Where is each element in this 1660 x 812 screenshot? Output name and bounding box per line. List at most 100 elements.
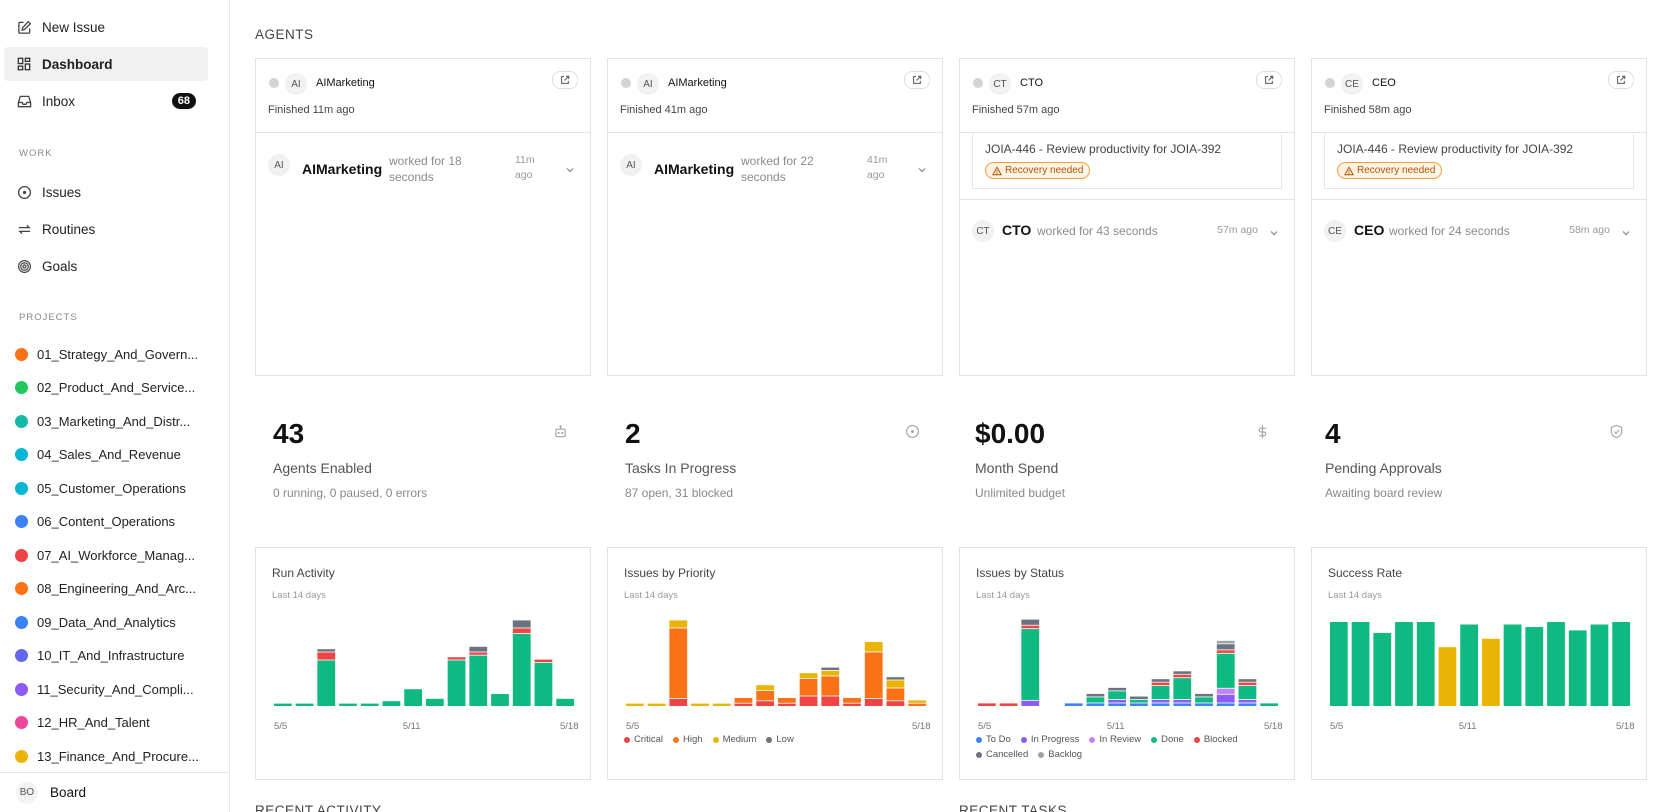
project-name: 05_Customer_Operations (37, 480, 186, 496)
recovery-badge: Recovery needed (985, 162, 1091, 179)
sidebar-item-dashboard[interactable]: Dashboard (4, 47, 208, 81)
chart-subtitle: Last 14 days (1328, 590, 1382, 601)
chart-legend: To Do In Progress In Review Done Blocked Canc… (976, 734, 1276, 760)
stat-label: Agents Enabled (273, 460, 372, 476)
bar-segment (821, 676, 840, 696)
bar-segment (1173, 674, 1192, 678)
run-row[interactable]: CT CTO worked for 43 seconds 57m ago (960, 200, 1294, 262)
project-color-dot (15, 649, 28, 662)
project-color-dot (15, 548, 28, 562)
sidebar-item-issues[interactable]: Issues (4, 175, 208, 209)
bar-segment (469, 646, 488, 652)
open-external-button[interactable] (552, 71, 578, 89)
project-name: 07_AI_Workforce_Manag... (37, 547, 196, 563)
legend-label: Low (776, 734, 794, 745)
bar-segment (1086, 693, 1105, 697)
chevron-down-icon[interactable] (1269, 225, 1279, 236)
run-time: 57m ago (1217, 224, 1258, 236)
bar-segment (799, 678, 818, 696)
run-row[interactable]: AI AIMarketing worked for 18 seconds 11m ag… (256, 133, 590, 203)
project-item[interactable]: 04_Sales_And_Revenue (15, 440, 215, 470)
project-name: 03_Marketing_And_Distr... (37, 413, 191, 429)
task-item[interactable]: JOIA-446 - Review productivity for JOIA-… (1324, 132, 1634, 189)
bar-segment (1108, 703, 1127, 706)
x-tick-label: 5/5 (978, 721, 991, 732)
project-item[interactable]: 08_Engineering_And_Arc... (15, 574, 215, 604)
chevron-down-icon[interactable] (565, 162, 575, 173)
stat-card[interactable]: $0.00 Month Spend Unlimited budget (975, 418, 1271, 508)
project-item[interactable]: 05_Customer_Operations (15, 473, 215, 503)
run-row[interactable]: AI AIMarketing worked for 22 seconds 41m ag… (608, 133, 942, 203)
chevron-down-icon[interactable] (917, 162, 927, 173)
sidebar-item-routines[interactable]: Routines (4, 212, 208, 246)
stat-card[interactable]: 43 Agents Enabled 0 running, 0 paused, 0 e… (273, 418, 569, 508)
inbox-icon (16, 93, 32, 109)
board-item[interactable]: BO Board (0, 772, 229, 812)
bar-segment (669, 628, 688, 698)
avatar: CE (1341, 73, 1363, 95)
stat-card[interactable]: 4 Pending Approvals Awaiting board review (1325, 418, 1625, 508)
open-external-button[interactable] (1256, 71, 1282, 89)
bar-segment (843, 703, 861, 706)
bar-segment (886, 701, 905, 706)
run-duration: worked for 22 seconds (741, 154, 814, 184)
external-link-icon (561, 75, 570, 84)
bar (1547, 622, 1565, 706)
agent-card-header: AI AIMarketing Finished 11m ago (256, 59, 590, 133)
project-color-dot (15, 347, 28, 361)
open-external-button[interactable] (1608, 71, 1634, 89)
run-row[interactable]: CE CEO worked for 24 seconds 58m ago (1312, 200, 1646, 262)
avatar: AI (268, 154, 290, 176)
dollar-icon (1255, 424, 1271, 440)
legend-swatch (1038, 751, 1045, 758)
sidebar-item-inbox[interactable]: Inbox 68 (4, 84, 208, 118)
project-item[interactable]: 11_Security_And_Compli... (15, 674, 215, 704)
chart-card[interactable]: Issues by Status Last 14 days 5/5 5/11 5/18 T… (959, 547, 1295, 780)
run-agent-name: CEO (1354, 222, 1385, 238)
project-item[interactable]: 07_AI_Workforce_Manag... (15, 540, 215, 570)
bar-segment (1108, 687, 1127, 691)
legend-label: In Review (1099, 734, 1142, 745)
chevron-down-icon[interactable] (1621, 225, 1631, 236)
warning-icon (992, 165, 1002, 175)
project-item[interactable]: 09_Data_And_Analytics (15, 607, 215, 637)
legend-label: Critical (634, 734, 664, 745)
project-item[interactable]: 10_IT_And_Infrastructure (15, 641, 215, 671)
chart-card[interactable]: Run Activity Last 14 days 5/5 5/11 5/18 (255, 547, 591, 780)
new-issue-button[interactable]: New Issue (4, 10, 208, 44)
bar-segment (777, 698, 796, 703)
chart-card[interactable]: Success Rate Last 14 days 5/5 5/11 5/18 (1311, 547, 1647, 780)
project-item[interactable]: 13_Finance_And_Procure... (15, 741, 215, 771)
project-color-dot (15, 414, 28, 428)
project-item[interactable]: 01_Strategy_And_Govern... (15, 339, 215, 369)
project-item[interactable]: 03_Marketing_And_Distr... (15, 406, 215, 436)
project-item[interactable]: 12_HR_And_Talent (15, 708, 215, 738)
bar-segment (1021, 629, 1040, 700)
sidebar-item-goals[interactable]: Goals (4, 249, 208, 283)
legend-item: Low (766, 734, 794, 745)
task-block: JOIA-446 - Review productivity for JOIA-… (1312, 132, 1646, 189)
run-duration: worked for 24 seconds (1389, 224, 1510, 238)
project-name: 01_Strategy_And_Govern... (37, 346, 199, 362)
bar-segment (1086, 697, 1105, 703)
bar-segment (1216, 650, 1235, 653)
x-tick-label: 5/5 (626, 721, 639, 732)
chart-plot: 5/5 5/18 (625, 620, 931, 732)
legend-item: Blocked (1193, 734, 1238, 745)
x-tick-label: 5/18 (912, 721, 931, 732)
run-duration: worked for 18 seconds (389, 154, 462, 184)
bar-segment (512, 628, 531, 634)
agent-name: CTO (1020, 77, 1044, 89)
external-link-icon (1617, 75, 1626, 84)
agent-card[interactable]: CE CEO Finished 58m ago JOIA-446 - Review p… (1311, 58, 1647, 376)
agent-card[interactable]: AI AIMarketing Finished 41m ago AI AIMarketi… (607, 58, 943, 376)
agent-card[interactable]: AI AIMarketing Finished 11m ago AI AIMarketi… (255, 58, 591, 376)
task-item[interactable]: JOIA-446 - Review productivity for JOIA-… (972, 132, 1282, 189)
stat-card[interactable]: 2 Tasks In Progress 87 open, 31 blocked (625, 418, 921, 508)
project-item[interactable]: 06_Content_Operations (15, 507, 215, 537)
open-external-button[interactable] (904, 71, 930, 89)
bar-segment (491, 694, 509, 706)
agent-card[interactable]: CT CTO Finished 57m ago JOIA-446 - Review p… (959, 58, 1295, 376)
project-item[interactable]: 02_Product_And_Service... (15, 373, 215, 403)
chart-card[interactable]: Issues by Priority Last 14 days 5/5 5/18 Cri… (607, 547, 943, 780)
